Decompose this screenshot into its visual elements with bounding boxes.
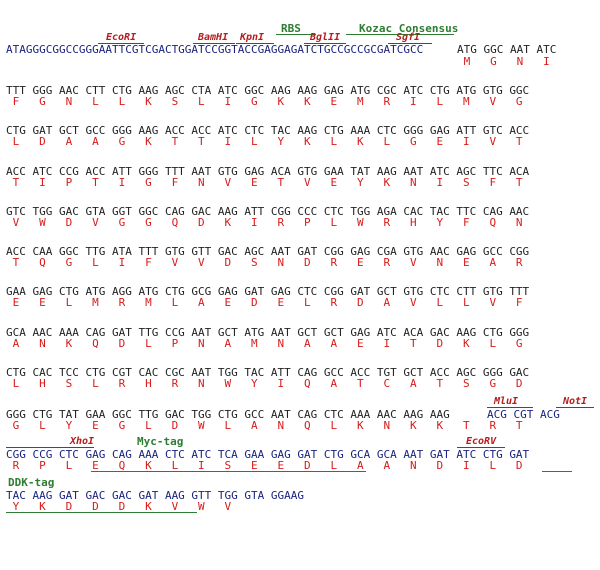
- mlui-underline: [487, 407, 533, 408]
- dna-row-7: GCA AAC AAA CAG GAT TTG CCG AAT GCT ATG …: [6, 326, 530, 339]
- aa-row-0: M G N I: [457, 55, 557, 68]
- dna-row-9: GGG CTG TAT GAA GGC TTG GAC TGG CTG GCC …: [6, 408, 450, 421]
- ecori-site-label: EcoRI: [106, 32, 137, 43]
- kpni-site-label: KpnI: [240, 32, 265, 43]
- mlui-site-label: MluI: [494, 396, 519, 407]
- kpni-underline: [236, 43, 274, 44]
- dna-row-0: ATG GGC AAT ATC: [457, 43, 557, 56]
- ddk-underline: [6, 512, 197, 513]
- sgfi-underline: [388, 43, 432, 44]
- rbs-label: RBS: [281, 22, 301, 35]
- aa-row-1: F G N L L K S L I G K K E M R I L M V G: [6, 95, 530, 108]
- sgfi-site-label: SgfI: [396, 32, 421, 43]
- aa-row-4: V W D V G G Q D K I R P L W R H Y F Q N: [6, 216, 530, 229]
- myc-underline: [91, 471, 366, 472]
- dna-row-0-prefix: ATAGGGCGGCCGGGAATTCGTCGACTGGATCCGGTACCGA…: [6, 43, 424, 56]
- ecorv-site-label: EcoRV: [466, 436, 497, 447]
- aa-row-5: T Q G L I F V V D S N D R E R V N E A R: [6, 256, 530, 269]
- xhoi-site-label: XhoI: [70, 436, 95, 447]
- dna-row-3: ACC ATC CCG ACC ATT GGG TTT AAT GTG GAG …: [6, 165, 530, 178]
- ddk-start-underline: [542, 471, 572, 472]
- noti-site-label: NotI: [563, 396, 588, 407]
- dna-row-8: CTG CAC TCC CTG CGT CAC CGC AAT TGG TAC …: [6, 366, 530, 379]
- rbs-underline: [276, 34, 316, 35]
- dna-row-11: TAC AAG GAT GAC GAC GAT AAG GTT TGG GTA …: [6, 489, 305, 502]
- aa-row-8: L H S L R H R N W Y I Q A T C A T S G D: [6, 377, 530, 390]
- aa-row-6: E E L M R M L A E D E L R D A V L L V F: [6, 296, 530, 309]
- aa-row-7: A N K Q D L P N A M N A A E I T D K L G: [6, 337, 530, 350]
- aa-row-2: L D A A G K T T I L Y K L K L G E I V T: [6, 135, 530, 148]
- myc-tag-label: Myc-tag: [137, 435, 184, 448]
- ecorv-underline: [457, 447, 505, 448]
- bamhi-underline: [193, 43, 235, 44]
- xhoi-underline: [6, 447, 94, 448]
- aa-row-3: T I P T I G F N V E T V E Y K N I S F T: [6, 176, 530, 189]
- bglii-underline: [304, 43, 346, 44]
- aa-row-9: G L Y E G L D W L A N Q L K N K K T R T: [6, 419, 530, 432]
- dna-row-4: GTC TGG GAC GTA GGT GGC CAG GAC AAG ATT …: [6, 205, 530, 218]
- dna-row-10: CGG CCG CTC GAG CAG AAA CTC ATC TCA GAA …: [6, 448, 530, 461]
- dna-row-6: GAA GAG CTG ATG AGG ATG CTG GCG GAG GAT …: [6, 285, 530, 298]
- kozac-underline: [346, 34, 454, 35]
- dna-row-1: TTT GGG AAC CTT CTG AAG AGC CTA ATC GGC …: [6, 84, 530, 97]
- dna-row-2: CTG GAT GCT GCC GGG AAG ACC ACC ATC CTC …: [6, 124, 530, 137]
- dna-row-5: ACC CAA GGC TTG ATA TTT GTG GTT GAC AGC …: [6, 245, 530, 258]
- kozac-label: Kozac Consensus: [359, 22, 459, 35]
- dna-row-9-vector: ACG CGT ACG: [487, 408, 560, 421]
- noti-underline: [556, 407, 594, 408]
- bamhi-site-label: BamHI: [198, 32, 229, 43]
- ecori-underline: [98, 43, 144, 44]
- aa-row-10: R P L E Q K L I S E E D L A A N D I L D: [6, 459, 530, 472]
- ddk-tag-label: DDK-tag: [8, 476, 55, 489]
- bglii-site-label: BglII: [310, 32, 341, 43]
- aa-row-11: Y K D D D K V W V: [6, 500, 238, 513]
